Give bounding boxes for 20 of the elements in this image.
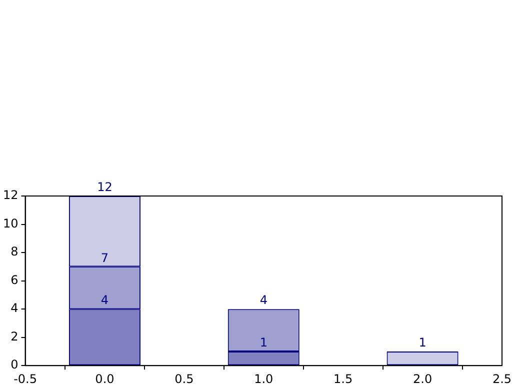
x-tick-label: 0.5 bbox=[174, 372, 194, 386]
annotation: 1 bbox=[260, 336, 268, 350]
annotation: 4 bbox=[260, 293, 268, 308]
annotation: 1 bbox=[418, 336, 426, 350]
y-tick-label: 10 bbox=[2, 216, 18, 230]
annotation: 12 bbox=[97, 180, 112, 194]
annotation: 4 bbox=[100, 293, 109, 308]
x-tick-label: 1.0 bbox=[254, 372, 274, 386]
x-tick-label: -0.5 bbox=[14, 372, 37, 386]
x-tick-label: 2.5 bbox=[492, 372, 512, 386]
y-tick-label: 8 bbox=[10, 244, 18, 259]
annotation: 7 bbox=[100, 250, 109, 265]
y-tick-label: 0 bbox=[10, 358, 18, 372]
y-tick-label: 12 bbox=[2, 188, 18, 202]
y-tick-label: 6 bbox=[10, 272, 18, 287]
x-tick-label: 1.5 bbox=[334, 372, 353, 386]
y-tick-label: 4 bbox=[10, 301, 18, 316]
x-tick-label: 2.0 bbox=[413, 372, 432, 386]
x-tick-label: 0.0 bbox=[95, 372, 114, 386]
y-tick-label: 2 bbox=[10, 329, 18, 344]
